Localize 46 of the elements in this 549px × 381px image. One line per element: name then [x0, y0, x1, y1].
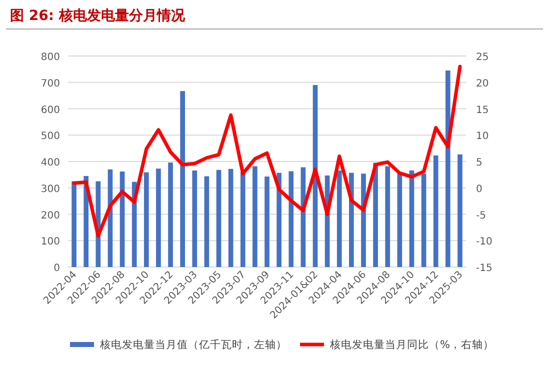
y2-tick-label: 15 [476, 104, 489, 116]
bar [192, 170, 198, 267]
y2-tick-label: -15 [476, 263, 492, 274]
y2-tick-label: -10 [476, 236, 492, 248]
y-tick-label: 0 [54, 263, 60, 274]
bar [168, 162, 173, 267]
bar [228, 168, 234, 267]
bar [216, 170, 222, 267]
bar [421, 174, 426, 267]
title: 图 26: 核电发电量分月情况 [10, 8, 185, 24]
bar [288, 171, 294, 267]
bar [156, 168, 161, 267]
bar [252, 166, 258, 267]
y-tick-label: 200 [40, 210, 60, 222]
y2-tick-label: 0 [476, 184, 482, 195]
y-tick-label: 300 [40, 184, 60, 195]
bar [433, 155, 438, 267]
y-tick-label: 500 [40, 131, 60, 142]
y2-tick-label: 20 [476, 78, 489, 90]
y-tick-label: 700 [40, 78, 60, 90]
bar [361, 174, 366, 267]
bar [276, 172, 282, 267]
y2-tick-label: 25 [476, 52, 489, 63]
bar [445, 70, 450, 267]
bar [144, 172, 149, 267]
legend-label: 核电发电量当月同比（%，右轴） [329, 338, 494, 351]
bar [397, 174, 402, 267]
y2-tick-label: -5 [476, 210, 486, 222]
y2-tick-label: 5 [476, 158, 482, 168]
bar [264, 176, 270, 267]
bar [373, 162, 378, 267]
y-tick-label: 400 [40, 158, 60, 168]
y-tick-label: 100 [40, 236, 60, 248]
bar [72, 181, 76, 267]
y2-tick-label: 10 [476, 131, 489, 142]
bar [409, 170, 414, 267]
bar [180, 91, 185, 267]
y-tick-label: 600 [40, 104, 60, 116]
y-tick-label: 800 [40, 52, 60, 63]
bar [349, 172, 354, 267]
bar [458, 154, 462, 267]
bar [240, 172, 246, 267]
bar [204, 176, 210, 267]
legend-label: 核电发电量当月值（亿千瓦时，左轴） [99, 338, 287, 351]
bar [336, 170, 342, 267]
bar [385, 166, 390, 267]
